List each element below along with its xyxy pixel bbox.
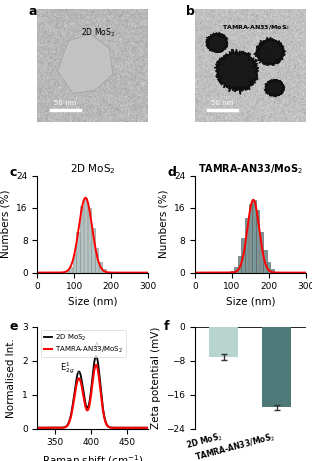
X-axis label: Raman shift (cm$^{-1}$): Raman shift (cm$^{-1}$) bbox=[42, 453, 144, 461]
TAMRA-AN33/MoS$_2$ bbox=[134, 425, 137, 431]
2D MoS$_2$ bbox=[55, 425, 59, 431]
Polygon shape bbox=[206, 32, 228, 53]
Bar bbox=[99, 262, 102, 272]
Text: TAMRA-AN33/MoS$_2$: TAMRA-AN33/MoS$_2$ bbox=[222, 23, 290, 31]
Y-axis label: Numbers (%): Numbers (%) bbox=[158, 190, 168, 258]
Bar bbox=[230, 271, 233, 272]
2D MoS$_2$ bbox=[144, 425, 148, 431]
Bar bbox=[73, 254, 76, 272]
TAMRA-AN33/MoS$_2$ bbox=[146, 425, 150, 431]
Bar bbox=[234, 266, 237, 272]
Bar bbox=[209, 326, 238, 357]
Bar bbox=[267, 262, 271, 272]
Bar bbox=[88, 208, 91, 272]
TAMRA-AN33/MoS$_2$ bbox=[83, 401, 87, 406]
Text: a: a bbox=[29, 5, 37, 18]
Text: c: c bbox=[10, 166, 17, 179]
Bar bbox=[95, 248, 98, 272]
Text: d: d bbox=[167, 166, 176, 179]
Line: TAMRA-AN33/MoS$_2$: TAMRA-AN33/MoS$_2$ bbox=[37, 365, 148, 428]
2D MoS$_2$ bbox=[134, 425, 137, 431]
2D MoS$_2$ bbox=[146, 425, 150, 431]
Text: f: f bbox=[164, 320, 169, 333]
Title: TAMRA-AN33/MoS$_2$: TAMRA-AN33/MoS$_2$ bbox=[198, 162, 303, 176]
Text: A$_{1g}$: A$_{1g}$ bbox=[93, 341, 108, 357]
Bar bbox=[256, 210, 259, 272]
Polygon shape bbox=[214, 49, 259, 95]
TAMRA-AN33/MoS$_2$ bbox=[48, 425, 52, 431]
2D MoS$_2$ bbox=[132, 425, 136, 431]
Text: 50 nm: 50 nm bbox=[212, 100, 234, 106]
Bar bbox=[249, 204, 252, 272]
TAMRA-AN33/MoS$_2$ bbox=[94, 362, 98, 367]
Bar bbox=[262, 326, 291, 408]
Bar bbox=[65, 271, 69, 272]
Text: e: e bbox=[10, 320, 18, 333]
Bar bbox=[102, 269, 106, 272]
Bar bbox=[80, 206, 83, 272]
Bar bbox=[84, 198, 87, 272]
Bar bbox=[241, 238, 245, 272]
Bar bbox=[260, 232, 263, 272]
Polygon shape bbox=[264, 79, 285, 97]
TAMRA-AN33/MoS$_2$ bbox=[78, 377, 82, 382]
Polygon shape bbox=[254, 37, 285, 65]
X-axis label: Size (nm): Size (nm) bbox=[226, 297, 275, 307]
Bar bbox=[252, 200, 256, 272]
Text: E$^1_{2g}$: E$^1_{2g}$ bbox=[60, 361, 79, 376]
2D MoS$_2$ bbox=[36, 425, 39, 431]
2D MoS$_2$ bbox=[48, 425, 52, 431]
Y-axis label: Normalised Int.: Normalised Int. bbox=[7, 338, 17, 418]
TAMRA-AN33/MoS$_2$ bbox=[55, 425, 59, 431]
Bar bbox=[91, 228, 95, 272]
Text: 2D MoS$_2$: 2D MoS$_2$ bbox=[81, 26, 115, 39]
Text: 50 nm: 50 nm bbox=[54, 100, 76, 106]
Bar bbox=[245, 218, 248, 272]
2D MoS$_2$ bbox=[83, 397, 87, 403]
TAMRA-AN33/MoS$_2$ bbox=[132, 425, 136, 431]
Y-axis label: Zeta potential (mV): Zeta potential (mV) bbox=[151, 326, 161, 429]
Legend: 2D MoS$_2$, TAMRA-AN33/MoS$_2$: 2D MoS$_2$, TAMRA-AN33/MoS$_2$ bbox=[41, 330, 126, 357]
Title: 2D MoS$_2$: 2D MoS$_2$ bbox=[70, 162, 116, 176]
Polygon shape bbox=[57, 34, 113, 94]
Line: 2D MoS$_2$: 2D MoS$_2$ bbox=[37, 356, 148, 428]
Bar bbox=[237, 256, 241, 272]
2D MoS$_2$ bbox=[94, 354, 98, 359]
Text: b: b bbox=[186, 5, 195, 18]
Y-axis label: Numbers (%): Numbers (%) bbox=[1, 190, 11, 258]
TAMRA-AN33/MoS$_2$ bbox=[36, 425, 39, 431]
TAMRA-AN33/MoS$_2$ bbox=[144, 425, 148, 431]
Bar bbox=[271, 269, 274, 272]
Bar bbox=[76, 232, 80, 272]
Bar bbox=[263, 250, 267, 272]
2D MoS$_2$ bbox=[78, 370, 82, 376]
Bar bbox=[69, 266, 72, 272]
X-axis label: Size (nm): Size (nm) bbox=[68, 297, 118, 307]
